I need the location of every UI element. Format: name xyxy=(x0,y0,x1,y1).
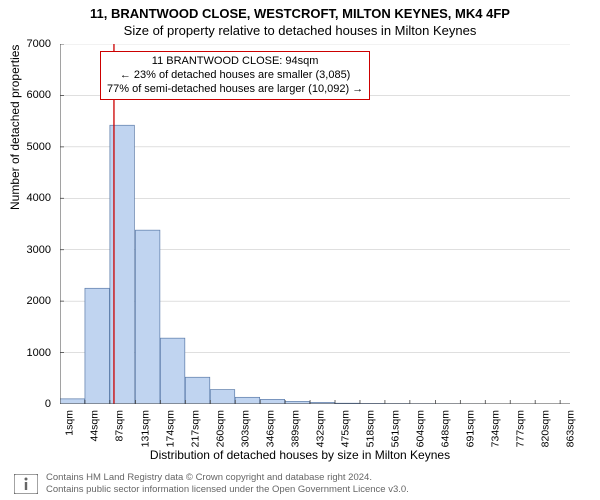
x-tick-label: 604sqm xyxy=(414,410,426,447)
x-tick-label: 691sqm xyxy=(464,410,476,447)
callout-line1: 11 BRANTWOOD CLOSE: 94sqm xyxy=(107,55,363,69)
y-tick-label: 4000 xyxy=(27,192,51,204)
chart-title-main: 11, BRANTWOOD CLOSE, WESTCROFT, MILTON K… xyxy=(0,0,600,21)
x-tick-label: 87sqm xyxy=(114,410,126,442)
x-tick-label: 389sqm xyxy=(289,410,301,447)
x-axis-label: Distribution of detached houses by size … xyxy=(0,448,600,462)
x-axis-ticks: 1sqm 44sqm 87sqm 131sqm 174sqm 217sqm 260sqm 30… xyxy=(60,404,570,452)
x-tick-label: 648sqm xyxy=(439,410,451,447)
footer-line2: Contains public sector information licen… xyxy=(46,484,409,496)
x-tick-label: 777sqm xyxy=(514,410,526,447)
x-tick-label: 131sqm xyxy=(139,410,151,447)
x-tick-label: 346sqm xyxy=(264,410,276,447)
y-tick-label: 6000 xyxy=(27,89,51,101)
y-axis-ticks: 01000200030004000500060007000 xyxy=(0,44,55,404)
y-tick-label: 2000 xyxy=(27,295,51,307)
callout-box: 11 BRANTWOOD CLOSE: 94sqm ← 23% of detac… xyxy=(100,51,370,100)
x-tick-label: 561sqm xyxy=(389,410,401,447)
x-tick-label: 217sqm xyxy=(189,410,201,447)
callout-line2: ← 23% of detached houses are smaller (3,… xyxy=(107,69,363,83)
chart-title-sub: Size of property relative to detached ho… xyxy=(0,21,600,38)
callout-line3: 77% of semi-detached houses are larger (… xyxy=(107,83,363,97)
chart-container: 11, BRANTWOOD CLOSE, WESTCROFT, MILTON K… xyxy=(0,0,600,500)
y-tick-label: 3000 xyxy=(27,244,51,256)
y-tick-label: 5000 xyxy=(27,141,51,153)
x-tick-label: 174sqm xyxy=(164,410,176,447)
x-tick-label: 518sqm xyxy=(364,410,376,447)
x-tick-label: 432sqm xyxy=(314,410,326,447)
x-tick-label: 734sqm xyxy=(489,410,501,447)
footer-line1: Contains HM Land Registry data © Crown c… xyxy=(46,472,409,484)
x-tick-label: 475sqm xyxy=(339,410,351,447)
x-tick-label: 44sqm xyxy=(89,410,101,442)
y-tick-label: 1000 xyxy=(27,347,51,359)
x-tick-label: 820sqm xyxy=(539,410,551,447)
x-tick-label: 260sqm xyxy=(214,410,226,447)
footer-attribution: Contains HM Land Registry data © Crown c… xyxy=(46,472,409,496)
x-tick-label: 303sqm xyxy=(239,410,251,447)
y-tick-label: 0 xyxy=(45,398,51,410)
info-icon xyxy=(14,474,38,494)
x-tick-label: 863sqm xyxy=(564,410,576,447)
y-tick-label: 7000 xyxy=(27,38,51,50)
x-tick-label: 1sqm xyxy=(64,410,76,436)
